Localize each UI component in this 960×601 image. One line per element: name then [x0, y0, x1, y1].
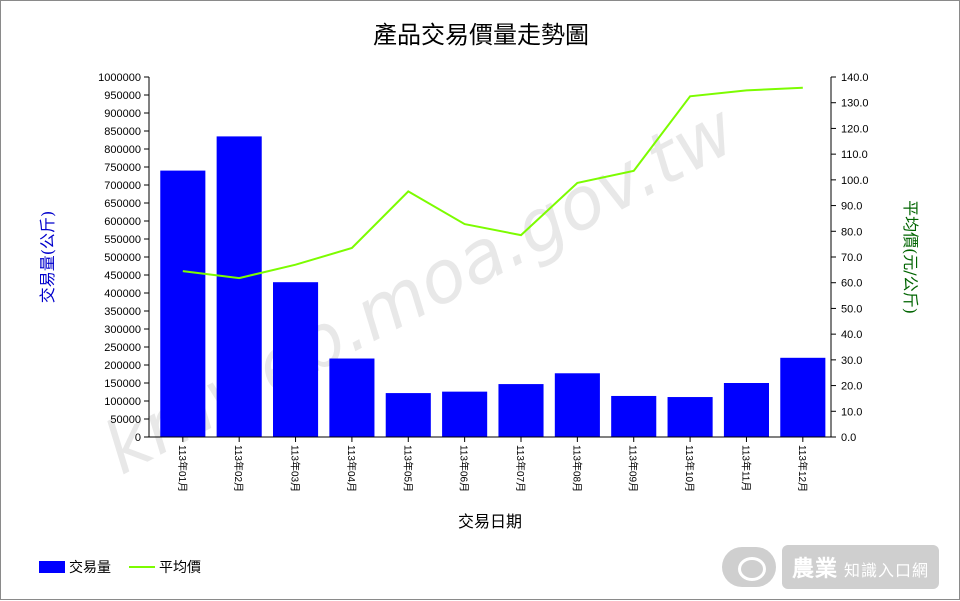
line-price — [182, 86, 803, 280]
x-tick-label: 113年06月 — [458, 445, 471, 492]
legend-label-volume: 交易量 — [69, 559, 111, 576]
legend-swatch-volume — [39, 561, 65, 573]
bar-volume — [667, 397, 713, 437]
bar-volume — [442, 391, 488, 437]
left-tick-label: 550000 — [104, 234, 141, 246]
site-logo: 農業 知識入口網 — [721, 545, 939, 589]
plot-area: 0 50000 100000 150000 200000 250000 300000 3500… — [98, 72, 868, 492]
left-tick-label: 200000 — [104, 360, 141, 372]
left-tick-label: 50000 — [110, 414, 141, 426]
x-axis-label: 交易日期 — [458, 512, 522, 531]
logo-main-text: 農業 — [791, 557, 838, 582]
x-tick-label: 113年07月 — [514, 445, 527, 492]
right-tick-label: 30.0 — [841, 355, 862, 367]
left-tick-label: 800000 — [104, 144, 141, 156]
chart-title: 產品交易價量走勢圖 — [373, 21, 589, 49]
left-tick-label: 650000 — [104, 198, 141, 210]
right-tick-label: 0.0 — [841, 432, 856, 444]
x-tick-label: 113年05月 — [401, 445, 414, 492]
bar-volume — [554, 373, 600, 437]
left-tick-label: 600000 — [104, 216, 141, 228]
x-tick-label: 113年09月 — [627, 445, 640, 492]
left-tick-label: 400000 — [104, 288, 141, 300]
bar-volume — [780, 357, 826, 437]
left-tick-label: 450000 — [104, 270, 141, 282]
right-tick-label: 80.0 — [841, 226, 862, 238]
right-tick-label: 10.0 — [841, 406, 862, 418]
x-tick-label: 113年01月 — [176, 445, 189, 492]
logo-icon — [721, 547, 776, 587]
x-tick-label: 113年10月 — [683, 445, 696, 492]
bar-volume — [723, 383, 769, 437]
x-tick-label: 113年08月 — [570, 445, 583, 492]
left-tick-label: 1000000 — [98, 72, 141, 84]
right-tick-label: 140.0 — [841, 72, 869, 84]
legend-label-price: 平均價 — [159, 559, 201, 576]
left-axis-label: 交易量(公斤) — [38, 211, 57, 304]
left-tick-label: 100000 — [104, 396, 141, 408]
bar-volume — [160, 170, 206, 437]
bar-volume — [216, 136, 262, 437]
x-tick-label: 113年03月 — [289, 445, 302, 492]
right-tick-label: 130.0 — [841, 98, 869, 110]
logo-sub-text: 知識入口網 — [843, 561, 929, 580]
left-tick-label: 350000 — [104, 306, 141, 318]
left-tick-label: 850000 — [104, 126, 141, 138]
left-tick-label: 300000 — [104, 324, 141, 336]
left-tick-label: 0 — [135, 432, 141, 444]
bar-volume — [385, 393, 431, 437]
left-tick-label: 950000 — [104, 90, 141, 102]
x-tick-label: 113年04月 — [345, 445, 358, 492]
left-tick-label: 250000 — [104, 342, 141, 354]
bar-volume — [273, 282, 319, 437]
right-tick-label: 120.0 — [841, 123, 869, 135]
right-tick-label: 60.0 — [841, 278, 862, 290]
left-tick-label: 500000 — [104, 252, 141, 264]
left-tick-label: 150000 — [104, 378, 141, 390]
x-tick-label: 113年12月 — [796, 445, 809, 492]
bar-volume — [498, 384, 544, 437]
right-tick-label: 90.0 — [841, 201, 862, 213]
left-tick-label: 900000 — [104, 108, 141, 120]
right-tick-label: 110.0 — [841, 149, 868, 161]
right-tick-label: 50.0 — [841, 303, 862, 315]
right-tick-label: 70.0 — [841, 252, 862, 264]
right-tick-label: 40.0 — [841, 329, 862, 341]
bar-volume — [329, 358, 375, 437]
right-axis-label: 平均價(元/公斤) — [901, 200, 920, 314]
x-tick-label: 113年02月 — [232, 445, 245, 492]
legend: 交易量 平均價 — [39, 559, 201, 576]
left-tick-label: 750000 — [104, 162, 141, 174]
right-tick-label: 20.0 — [841, 381, 862, 393]
right-tick-label: 100.0 — [841, 175, 869, 187]
left-tick-label: 700000 — [104, 180, 141, 192]
x-tick-label: 113年11月 — [739, 445, 752, 491]
bar-volume — [611, 395, 657, 437]
